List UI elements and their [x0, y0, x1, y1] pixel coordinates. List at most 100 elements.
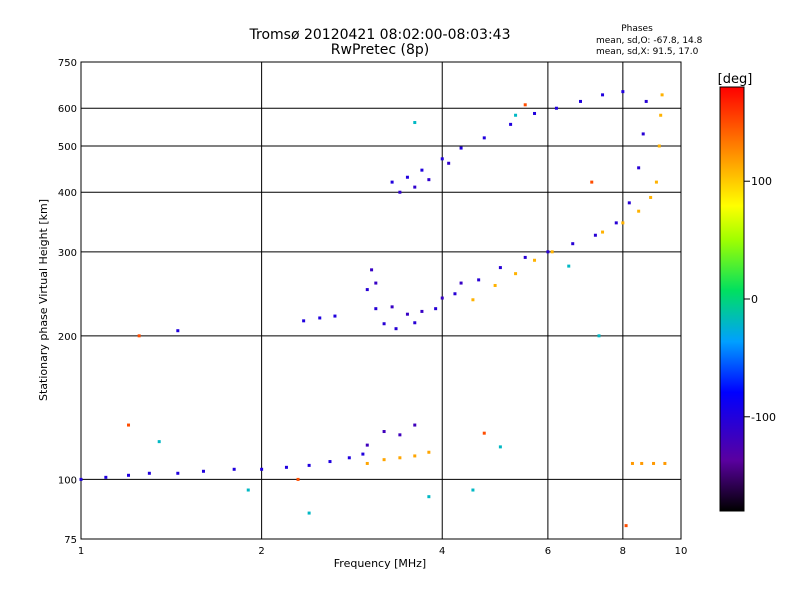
data-point	[498, 445, 502, 449]
y-tick-label: 75	[64, 535, 77, 546]
data-point	[471, 298, 475, 302]
data-point	[498, 266, 502, 270]
y-tick-label: 200	[58, 332, 77, 343]
colorbar-ticks: 100 0 -100	[744, 175, 776, 424]
data-point	[413, 121, 417, 125]
data-point	[405, 312, 409, 316]
data-point	[420, 309, 424, 313]
data-point	[624, 524, 628, 528]
data-point	[427, 495, 431, 499]
data-point	[514, 272, 518, 276]
data-point	[361, 452, 365, 456]
y-tick-label: 400	[58, 188, 77, 199]
data-point	[453, 292, 457, 296]
data-point	[374, 281, 378, 285]
data-point	[644, 99, 648, 103]
chart-title: Tromsø 20120421 08:02:00-08:03:43	[249, 27, 511, 43]
phases-mean-x: mean, sd,X: 91.5, 17.0	[596, 47, 699, 57]
data-point	[302, 319, 306, 323]
data-point	[398, 456, 402, 460]
data-point	[482, 136, 486, 140]
data-point	[434, 307, 438, 311]
x-tick-label: 10	[675, 546, 688, 557]
data-point	[333, 314, 337, 318]
plot-area	[80, 61, 682, 540]
data-point	[482, 431, 486, 435]
data-point	[571, 242, 575, 246]
data-point	[390, 305, 394, 309]
data-point	[630, 461, 634, 465]
data-point	[614, 221, 618, 225]
data-point	[546, 250, 550, 254]
data-point	[382, 458, 386, 462]
data-point	[597, 334, 601, 338]
data-point	[621, 90, 625, 94]
data-point	[641, 132, 645, 136]
data-point	[246, 488, 250, 492]
data-point	[413, 185, 417, 189]
data-point	[365, 288, 369, 292]
data-point	[477, 278, 481, 282]
data-point	[440, 157, 444, 161]
data-point	[459, 146, 463, 150]
data-point	[601, 93, 605, 97]
data-point	[493, 283, 497, 287]
data-point	[147, 471, 151, 475]
colorbar-tick-label: 0	[751, 293, 758, 306]
data-point	[370, 268, 374, 272]
data-point	[398, 433, 402, 437]
data-point	[413, 454, 417, 458]
data-point	[307, 463, 311, 467]
data-point	[318, 316, 322, 320]
x-tick-label: 2	[258, 546, 264, 557]
data-point	[579, 99, 583, 103]
y-tick-label: 100	[58, 475, 77, 486]
data-point	[427, 450, 431, 454]
data-point	[365, 443, 369, 447]
data-point	[447, 161, 451, 165]
x-tick-label: 8	[620, 546, 626, 557]
data-point	[127, 473, 131, 477]
data-point	[509, 122, 513, 126]
data-point	[554, 106, 558, 110]
data-point	[567, 264, 571, 268]
data-point	[307, 511, 311, 515]
x-tick-label: 1	[78, 546, 84, 557]
data-point	[79, 477, 83, 481]
data-point	[374, 307, 378, 311]
data-point	[405, 175, 409, 179]
grid-lines	[81, 62, 681, 539]
data-point	[347, 456, 351, 460]
data-point	[459, 281, 463, 285]
y-tick-label: 750	[58, 58, 77, 69]
colorbar-label: [deg]	[718, 72, 753, 87]
data-point	[663, 461, 667, 465]
phases-mean-o: mean, sd,O: -67.8, 14.8	[596, 36, 703, 46]
data-point	[660, 93, 664, 97]
data-point	[390, 180, 394, 184]
data-point	[533, 258, 537, 262]
data-point	[127, 423, 131, 427]
data-point	[590, 180, 594, 184]
data-point	[649, 195, 653, 199]
data-point	[593, 233, 597, 237]
data-point	[394, 327, 398, 331]
data-point	[533, 111, 537, 115]
data-point	[382, 322, 386, 326]
data-point	[440, 296, 444, 300]
data-point	[621, 221, 625, 225]
data-point	[157, 440, 161, 444]
data-point	[637, 166, 641, 170]
data-point	[652, 461, 656, 465]
data-point	[328, 460, 332, 464]
axis-ticks: 1 2 4 6 8 10 75 100 200 300 400 500 600 750	[58, 58, 687, 557]
y-axis-label: Stationary phase Virtual Height [km]	[37, 199, 50, 401]
x-axis-label: Frequency [MHz]	[334, 557, 426, 570]
data-point	[657, 144, 661, 148]
colorbar-tick-label: -100	[751, 411, 776, 424]
data-point	[176, 471, 180, 475]
data-point	[471, 488, 475, 492]
data-point	[176, 329, 180, 333]
data-point	[420, 168, 424, 172]
data-point	[514, 113, 518, 117]
